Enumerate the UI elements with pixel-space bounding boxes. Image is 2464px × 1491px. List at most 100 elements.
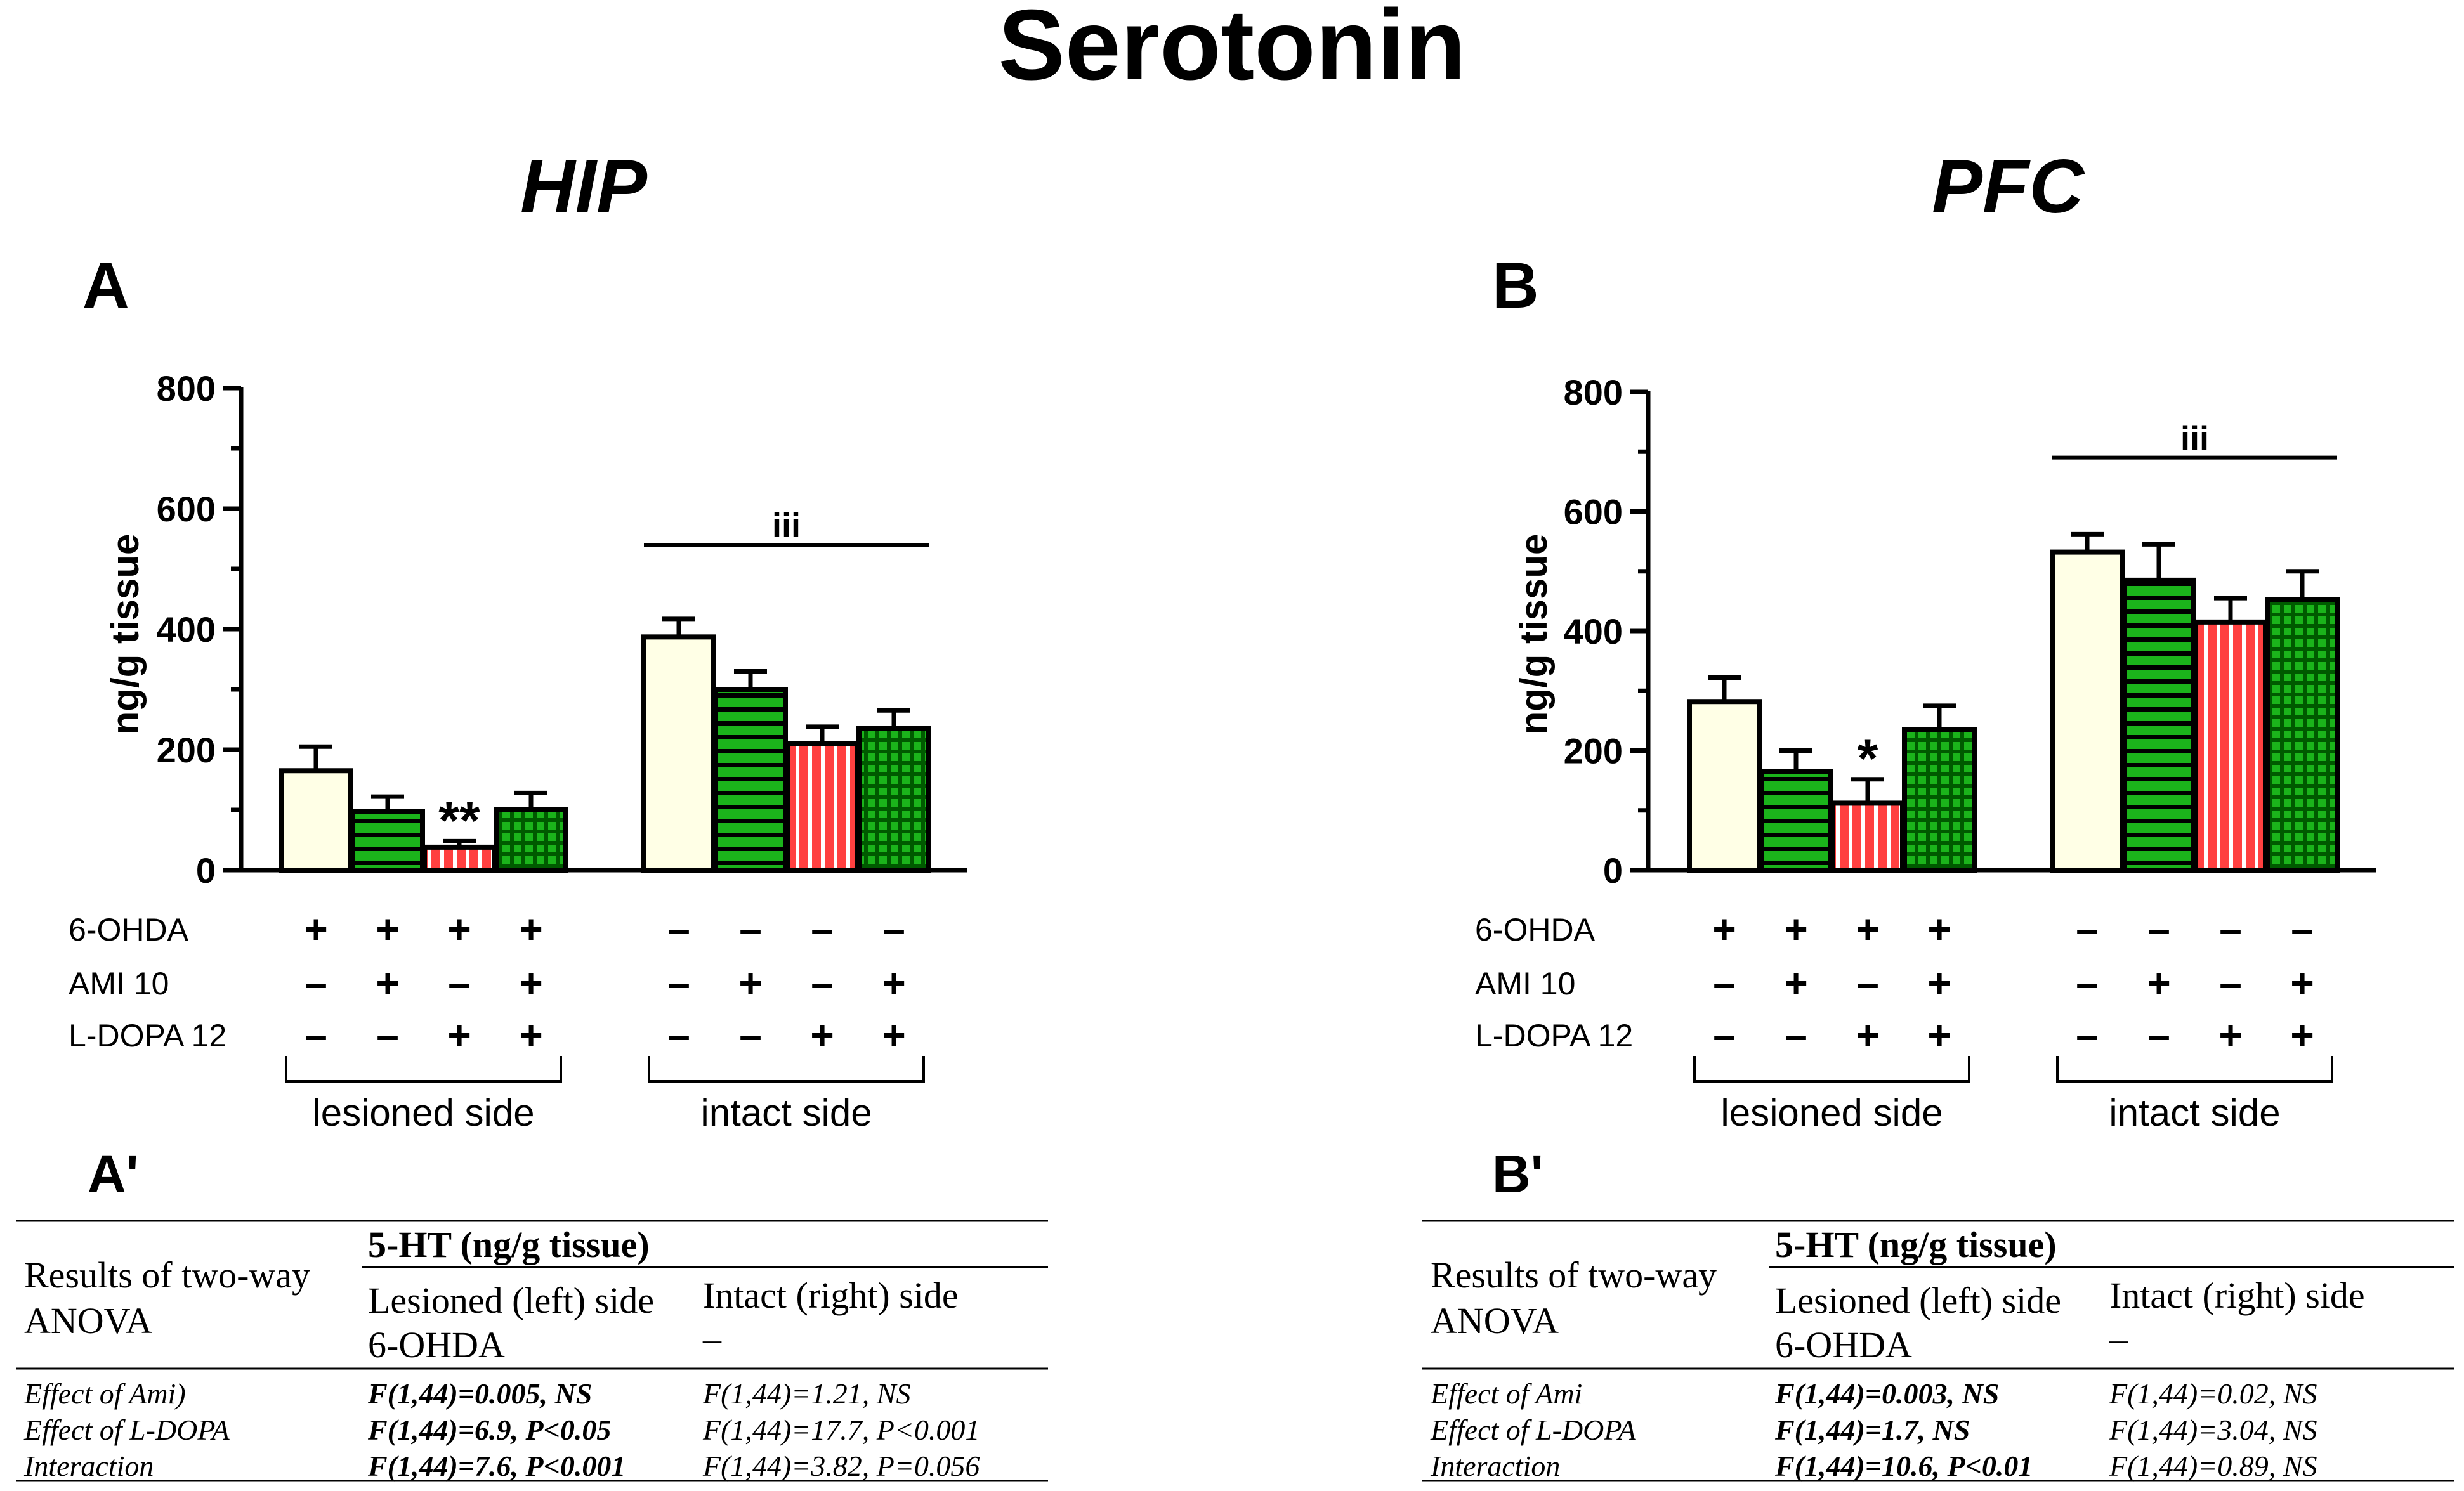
panel-letter-b: B	[1492, 249, 1539, 322]
treatment-sign: –	[305, 960, 327, 1006]
treatment-sign: +	[810, 1012, 834, 1058]
treatment-sign: +	[519, 1012, 542, 1058]
bar	[1830, 800, 1905, 873]
anova-row-interaction-lesioned: F(1,44)=10.6, P<0.01	[1774, 1450, 2033, 1482]
treatment-sign: +	[882, 960, 905, 1006]
anova-col2-line2: –	[702, 1318, 722, 1359]
stats-letter-b-prime: B'	[1492, 1144, 1543, 1204]
treatment-sign: +	[1784, 906, 1807, 952]
treatment-sign: +	[738, 960, 762, 1006]
bar	[856, 726, 931, 873]
anova-row-ldopa-intact: F(1,44)=3.04, NS	[2109, 1414, 2317, 1446]
y-tick-label: 800	[1564, 372, 1623, 412]
group-bracket	[285, 1056, 562, 1083]
treatment-sign: –	[667, 906, 690, 952]
treatment-sign: –	[2147, 906, 2170, 952]
treatment-sign: +	[2290, 960, 2314, 1006]
anova-row-interaction-effect: Interaction	[23, 1450, 154, 1482]
treatment-sign: –	[667, 1012, 690, 1058]
treatment-sign: –	[2219, 960, 2242, 1006]
group-bracket	[2056, 1056, 2333, 1083]
treatment-sign: +	[2218, 1012, 2242, 1058]
bar	[350, 809, 425, 873]
error-bars-pfc	[1708, 531, 2319, 804]
anova-row-header-line1: Results of two-way	[1431, 1254, 1717, 1296]
significance-marker: *	[1858, 729, 1878, 788]
treatment-sign: –	[448, 960, 471, 1006]
treatment-sign: –	[1713, 960, 1736, 1006]
group-label: intact side	[700, 1091, 872, 1134]
bar	[1902, 727, 1977, 873]
treatment-sign: –	[2147, 1012, 2170, 1058]
y-tick-label: 800	[157, 368, 216, 408]
bar	[2193, 619, 2268, 873]
anova-row-ldopa-lesioned: F(1,44)=1.7, NS	[1774, 1414, 1970, 1446]
bar	[713, 687, 788, 873]
treatment-sign: +	[519, 906, 542, 952]
anova-row-ami-effect: Effect of Ami)	[23, 1377, 186, 1410]
treatment-sign: –	[1785, 1012, 1807, 1058]
anova-col1-line2: 6-OHDA	[1775, 1324, 1912, 1365]
treatment-sign: –	[739, 1012, 762, 1058]
group-label: lesioned side	[1720, 1091, 1943, 1134]
treatment-sign: –	[882, 906, 905, 952]
group-label: intact side	[2109, 1091, 2280, 1134]
y-axis-label-hip: ng/g tissue	[104, 534, 147, 735]
comparison-label: iii	[772, 507, 801, 545]
anova-col1-line1: Lesioned (left) side	[368, 1280, 654, 1321]
bar	[1687, 699, 1762, 873]
treatment-label: AMI 10	[69, 966, 169, 1001]
stats-letter-a-prime: A'	[88, 1144, 139, 1204]
panel-letter-a: A	[82, 249, 129, 322]
treatment-sign: –	[739, 906, 762, 952]
anova-row-ami-lesioned: F(1,44)=0.003, NS	[1774, 1377, 1999, 1410]
treatment-sign: +	[2290, 1012, 2314, 1058]
bar	[422, 844, 497, 873]
treatment-table-pfc: 6-OHDA + + + + – – – – AMI 10 – + – + – + – + L-DOPA 12 – – +…	[1475, 906, 2333, 1134]
treatment-sign: +	[2147, 960, 2170, 1006]
bar	[785, 741, 860, 873]
comparison-label: iii	[2180, 420, 2209, 458]
treatment-sign: –	[2076, 1012, 2099, 1058]
anova-col2-line2: –	[2109, 1318, 2128, 1359]
anova-col1-line2: 6-OHDA	[368, 1324, 505, 1365]
bar	[2121, 577, 2196, 873]
treatment-sign: +	[1927, 906, 1951, 952]
anova-table-hip: Results of two-way ANOVA 5-HT (ng/g tiss…	[16, 1220, 1048, 1482]
group-label: lesioned side	[312, 1091, 534, 1134]
anova-row-ldopa-effect: Effect of L-DOPA	[1430, 1414, 1637, 1446]
panel-pfc: PFC B ng/g tissue 0 200 400 600 800 * iii 6-O…	[1422, 144, 2454, 1482]
treatment-sign: –	[1713, 1012, 1736, 1058]
treatment-sign: –	[2291, 906, 2314, 952]
anova-row-ldopa-intact: F(1,44)=17.7, P<0.001	[702, 1414, 980, 1446]
bar	[1759, 769, 1833, 873]
region-title-pfc: PFC	[1932, 144, 2085, 229]
bars-hip	[279, 634, 931, 873]
treatment-sign: –	[667, 960, 690, 1006]
anova-col1-line1: Lesioned (left) side	[1775, 1280, 2061, 1321]
y-tick-label: 0	[1603, 850, 1623, 890]
anova-row-header-line2: ANOVA	[24, 1300, 152, 1341]
treatment-label: L-DOPA 12	[1475, 1018, 1633, 1053]
treatment-sign: +	[519, 960, 542, 1006]
treatment-label: L-DOPA 12	[69, 1018, 226, 1053]
treatment-sign: –	[811, 906, 834, 952]
treatment-sign: +	[447, 906, 471, 952]
anova-row-ldopa-lesioned: F(1,44)=6.9, P<0.05	[367, 1414, 611, 1446]
treatment-table-hip: 6-OHDA + + + + – – – – AMI 10 – + – + – + – + L-DOPA 12 – – +…	[69, 906, 925, 1134]
anova-measure: 5-HT (ng/g tissue)	[368, 1224, 650, 1265]
treatment-sign: +	[1784, 960, 1807, 1006]
y-tick-label: 400	[157, 609, 216, 649]
treatment-sign: +	[1856, 1012, 1879, 1058]
treatment-sign: +	[1927, 1012, 1951, 1058]
figure-title: Serotonin	[998, 0, 1465, 101]
anova-row-ldopa-effect: Effect of L-DOPA	[23, 1414, 230, 1446]
group-bracket	[1693, 1056, 1970, 1083]
treatment-sign: –	[1856, 960, 1879, 1006]
treatment-sign: +	[1927, 960, 1951, 1006]
anova-col2-line1: Intact (right) side	[703, 1275, 959, 1316]
treatment-sign: +	[304, 906, 327, 952]
anova-row-interaction-effect: Interaction	[1430, 1450, 1560, 1482]
bar-chart-pfc: 0 200 400 600 800 * iii 6-OHDA + + + + – – – – AMI 10 –…	[1475, 372, 2376, 1134]
